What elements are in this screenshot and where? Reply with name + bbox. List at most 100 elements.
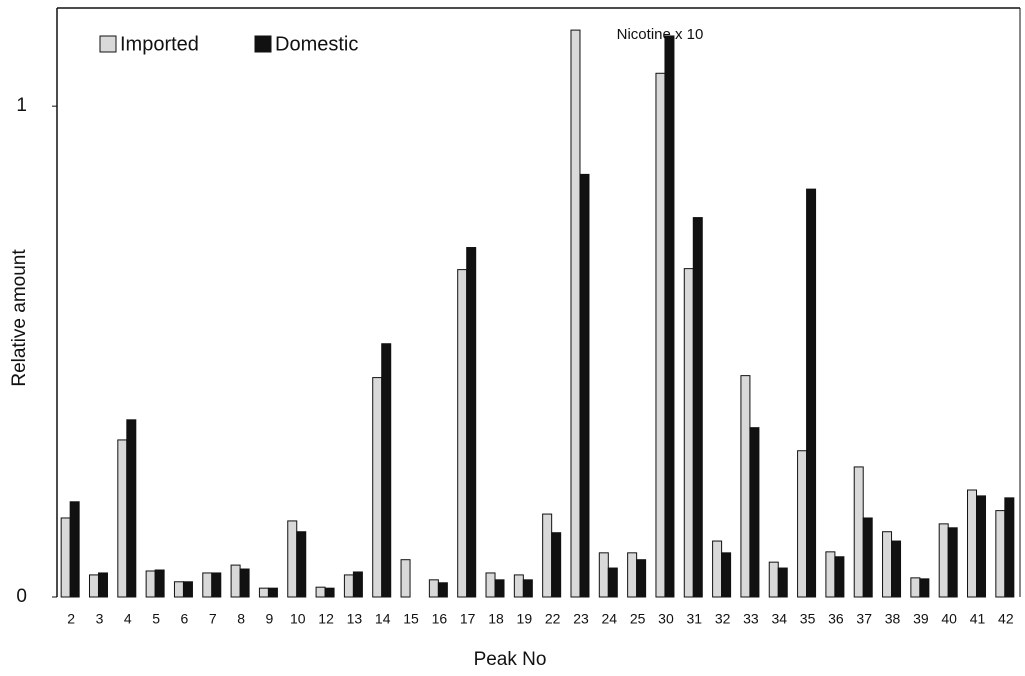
x-tick-label: 33 (743, 611, 759, 627)
x-tick-label: 32 (715, 611, 731, 627)
bar (740, 375, 751, 598)
bar (749, 427, 760, 598)
x-tick-label: 30 (658, 611, 674, 627)
bar (721, 552, 732, 598)
bar (938, 523, 949, 598)
bar (211, 572, 222, 598)
x-tick-label: 16 (432, 611, 448, 627)
legend-swatch (99, 35, 117, 53)
bar (598, 552, 609, 598)
bar (607, 567, 618, 598)
bar (947, 527, 958, 598)
y-axis-label: Relative amount (9, 249, 30, 387)
x-tick-label: 15 (403, 611, 419, 627)
bar (882, 531, 893, 598)
bar (542, 513, 553, 598)
bar (145, 570, 156, 598)
x-tick-label: 2 (67, 611, 75, 627)
x-tick-label: 17 (460, 611, 476, 627)
x-tick-label: 40 (941, 611, 957, 627)
bar (182, 581, 193, 598)
bar (324, 587, 335, 598)
bar (494, 579, 505, 598)
x-tick-label: 41 (970, 611, 986, 627)
bar (60, 517, 71, 598)
legend-label: Imported (120, 33, 199, 55)
bar (315, 586, 326, 598)
bar (352, 571, 363, 598)
bar (570, 29, 581, 598)
x-tick-label: 24 (602, 611, 618, 627)
y-tick-label: 1 (16, 95, 27, 116)
y-tick-label: 0 (16, 586, 27, 607)
bar (230, 564, 241, 598)
x-tick-label: 23 (573, 611, 589, 627)
legend-swatch (254, 35, 272, 53)
bar (627, 552, 638, 598)
bar (97, 572, 108, 598)
x-tick-label: 38 (885, 611, 901, 627)
bar (910, 577, 921, 598)
bar (712, 540, 723, 598)
bar (154, 569, 165, 598)
bar (117, 439, 128, 598)
bar (258, 587, 269, 598)
bar (457, 269, 468, 598)
x-tick-label: 25 (630, 611, 646, 627)
bar (485, 572, 496, 598)
x-tick-label: 31 (686, 611, 702, 627)
bar (579, 173, 590, 598)
annotation: Nicotine x 10 (617, 26, 704, 43)
x-tick-label: 13 (347, 611, 363, 627)
bar (126, 419, 137, 598)
x-tick-label: 37 (856, 611, 872, 627)
x-tick-label: 7 (209, 611, 217, 627)
bar (853, 466, 864, 598)
bar (683, 268, 694, 598)
bar (551, 532, 562, 598)
bar (202, 572, 213, 598)
bar (69, 501, 80, 598)
bar (919, 578, 930, 598)
bar (692, 217, 703, 598)
bar (466, 247, 477, 598)
bar (239, 568, 250, 598)
bar (834, 556, 845, 598)
x-tick-label: 19 (517, 611, 533, 627)
bar (976, 495, 987, 598)
bar (88, 574, 99, 598)
x-tick-label: 18 (488, 611, 504, 627)
x-tick-label: 4 (124, 611, 132, 627)
x-tick-label: 3 (96, 611, 104, 627)
x-tick-label: 12 (318, 611, 334, 627)
bar (636, 559, 647, 598)
x-tick-label: 14 (375, 611, 391, 627)
bar (372, 377, 383, 598)
bar (967, 489, 978, 598)
x-tick-label: 35 (800, 611, 816, 627)
x-axis-label: Peak No (474, 649, 547, 670)
x-tick-label: 39 (913, 611, 929, 627)
bar (522, 579, 533, 598)
bar (797, 450, 808, 598)
bar (664, 35, 675, 598)
x-tick-label: 36 (828, 611, 844, 627)
bar (343, 574, 354, 598)
bar (428, 579, 439, 598)
legend-label: Domestic (275, 33, 358, 55)
bar (891, 540, 902, 598)
x-tick-label: 22 (545, 611, 561, 627)
bar (381, 343, 392, 598)
bar (1004, 497, 1015, 598)
x-tick-label: 6 (181, 611, 189, 627)
bar (400, 559, 411, 598)
bar (777, 567, 788, 598)
x-tick-label: 42 (998, 611, 1014, 627)
x-tick-label: 8 (237, 611, 245, 627)
x-tick-label: 34 (771, 611, 787, 627)
x-tick-label: 10 (290, 611, 306, 627)
bar (825, 551, 836, 598)
x-tick-label: 5 (152, 611, 160, 627)
bar (513, 574, 524, 598)
